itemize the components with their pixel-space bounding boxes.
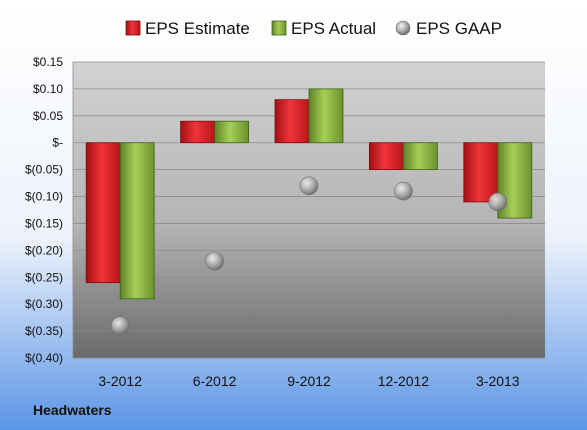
actual-bar bbox=[308, 88, 344, 144]
y-tick-label: $(0.40) bbox=[25, 351, 63, 365]
x-category-label: 6-2012 bbox=[193, 373, 237, 389]
gaap-point bbox=[488, 192, 508, 212]
gaap-point bbox=[205, 251, 224, 271]
y-tick-label: $0.15 bbox=[33, 55, 63, 69]
actual-bar bbox=[402, 142, 438, 171]
gaap-point bbox=[299, 176, 319, 196]
actual-bar bbox=[214, 120, 250, 144]
gaap-points bbox=[110, 176, 508, 336]
y-tick-label: $0.10 bbox=[33, 82, 63, 96]
y-tick-label: $- bbox=[52, 136, 63, 150]
y-tick-label: $(0.10) bbox=[25, 190, 63, 204]
x-category-label: 3-2012 bbox=[98, 373, 142, 389]
legend-label-estimate: EPS Estimate bbox=[145, 19, 250, 38]
y-axis-tick-labels: $0.15 $0.10 $0.05 $- $(0.05) $(0.10) $(0.15) $(… bbox=[25, 55, 63, 365]
legend-swatch-actual bbox=[271, 20, 287, 36]
y-tick-label: $(0.25) bbox=[25, 270, 63, 284]
company-name: Headwaters bbox=[33, 402, 112, 418]
y-tick-label: $(0.15) bbox=[25, 216, 63, 230]
legend-label-actual: EPS Actual bbox=[291, 19, 376, 38]
x-category-label: 9-2012 bbox=[287, 373, 331, 389]
x-axis-category-labels: 3-2012 6-2012 9-2012 12-2012 3-2013 bbox=[98, 373, 519, 389]
y-tick-label: $(0.30) bbox=[25, 297, 63, 311]
y-tick-label: $0.05 bbox=[33, 109, 63, 123]
bars bbox=[85, 88, 533, 300]
x-category-label: 3-2013 bbox=[476, 373, 520, 389]
gaap-point bbox=[394, 181, 413, 201]
gaap-point bbox=[110, 316, 130, 336]
y-tick-label: $(0.20) bbox=[25, 243, 63, 257]
estimate-bar bbox=[368, 142, 404, 171]
y-tick-label: $(0.05) bbox=[25, 163, 63, 177]
estimate-bar bbox=[274, 99, 310, 144]
y-tick-label: $(0.35) bbox=[25, 324, 63, 338]
legend-label-gaap: EPS GAAP bbox=[416, 19, 502, 38]
legend-swatch-gaap bbox=[395, 20, 411, 36]
estimate-bar bbox=[180, 120, 216, 144]
x-category-label: 12-2012 bbox=[378, 373, 430, 389]
estimate-bar bbox=[463, 142, 499, 203]
legend: EPS Estimate EPS Actual EPS GAAP bbox=[125, 19, 502, 38]
actual-bar bbox=[119, 142, 155, 300]
estimate-bar bbox=[85, 142, 121, 284]
legend-swatch-estimate bbox=[125, 20, 141, 36]
